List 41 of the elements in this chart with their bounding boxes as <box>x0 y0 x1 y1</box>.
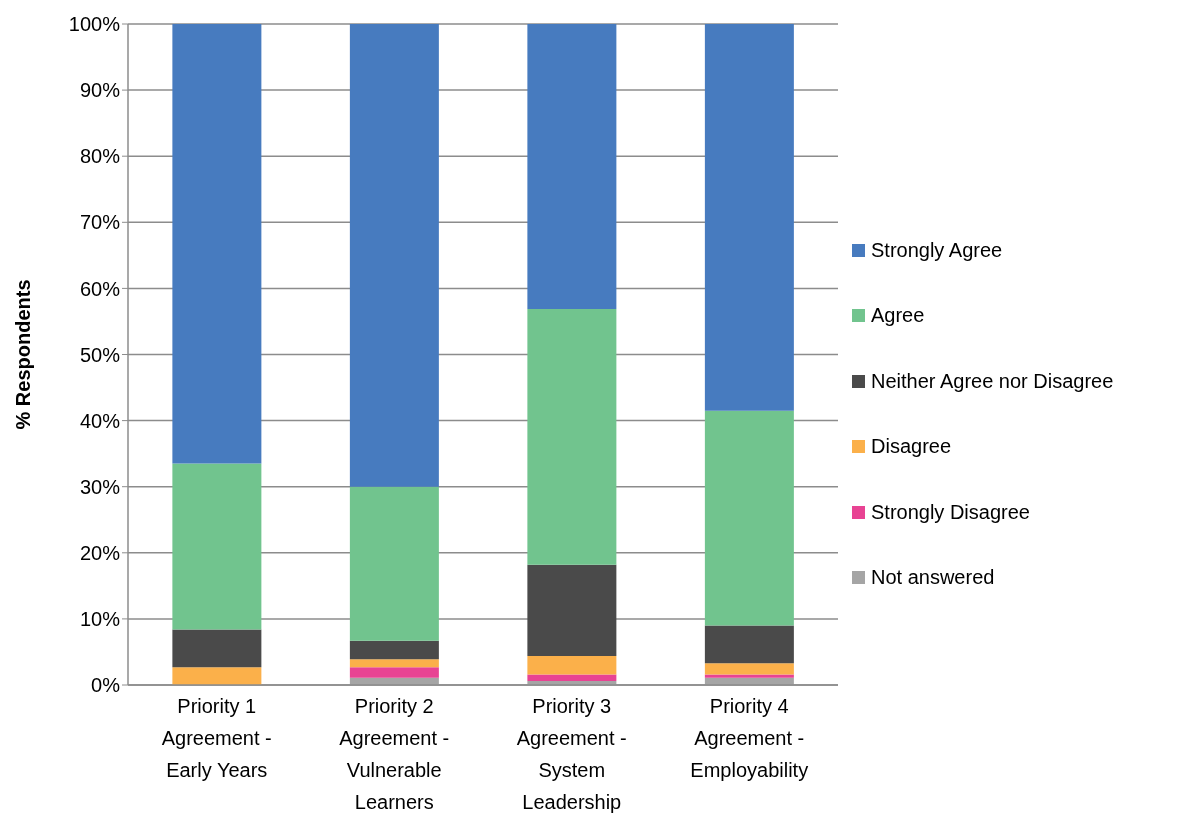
legend-label: Strongly Disagree <box>871 500 1030 524</box>
x-tick-label: Priority 4 Agreement - Employability <box>690 695 809 781</box>
bar <box>172 667 262 685</box>
y-axis-title: % Respondents <box>12 279 35 430</box>
y-tick-label: 50% <box>79 343 121 366</box>
bar <box>349 486 439 641</box>
y-tick-label: 0% <box>91 674 121 697</box>
legend-label: Agree <box>871 304 925 328</box>
bar <box>349 640 439 660</box>
bar <box>172 629 262 668</box>
bar <box>349 24 439 487</box>
y-tick-label: 90% <box>79 79 121 102</box>
y-tick-label: 30% <box>79 475 121 498</box>
legend-label: Disagree <box>871 435 952 459</box>
bar <box>172 24 262 464</box>
x-tick-label: Priority 2 Agreement - Vulnerable Learners <box>339 695 450 813</box>
bar <box>527 674 617 682</box>
bar <box>704 625 794 664</box>
legend-label: Not answered <box>871 566 995 590</box>
bar <box>527 24 617 309</box>
bar <box>704 410 794 626</box>
y-tick-label: 100% <box>68 13 121 36</box>
legend-label: Neither Agree nor Disagree <box>871 369 1114 393</box>
bar <box>527 308 617 565</box>
y-tick-label: 70% <box>79 211 121 234</box>
x-tick-label: Priority 1 Agreement - Early Years <box>161 695 272 781</box>
y-tick-label: 20% <box>79 541 121 564</box>
legend-label: Strongly Agree <box>871 238 1003 262</box>
y-tick-label: 60% <box>79 277 121 300</box>
bar <box>704 24 794 411</box>
bar <box>527 564 617 656</box>
x-tick-label: Priority 3 Agreement - System Leadership <box>516 695 627 813</box>
bar <box>349 659 439 668</box>
bar <box>704 674 794 678</box>
bar <box>349 667 439 678</box>
y-tick-label: 10% <box>79 608 121 630</box>
bar <box>172 463 262 630</box>
bar <box>527 655 617 675</box>
bar <box>704 663 794 675</box>
y-tick-label: 80% <box>79 145 121 168</box>
y-tick-label: 40% <box>79 409 121 432</box>
